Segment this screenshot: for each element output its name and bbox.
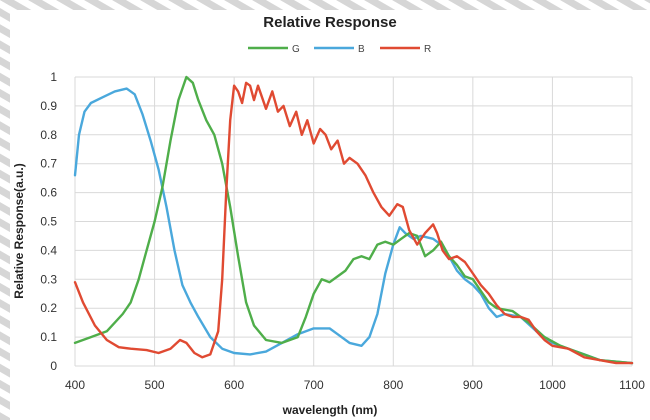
y-tick-label: 0.6: [40, 186, 57, 200]
chart-grid: [74, 76, 633, 367]
legend-label-b: B: [358, 44, 365, 55]
y-tick-label: 1: [50, 70, 57, 84]
x-tick-label: 500: [145, 378, 165, 392]
x-tick-label: 1000: [539, 378, 566, 392]
legend-label-r: R: [424, 44, 431, 55]
series-line-g: [73, 75, 634, 365]
series-line-r: [73, 81, 634, 365]
y-tick-label: 0.3: [40, 272, 57, 286]
y-tick-label: 0: [50, 359, 57, 373]
x-tick-label: 400: [65, 378, 85, 392]
y-tick-label: 0.8: [40, 128, 57, 142]
y-tick-label: 0.4: [40, 243, 57, 257]
x-tick-label: 700: [304, 378, 324, 392]
plot-lines: [73, 75, 634, 365]
y-tick-label: 0.7: [40, 157, 57, 171]
y-axis-title: Relative Response(a.u.): [12, 163, 26, 298]
series-line-b: [73, 87, 634, 365]
x-tick-label: 800: [383, 378, 403, 392]
x-axis-ticks: 400 500 600 700 800 900 1000 1100: [65, 378, 645, 392]
x-axis-title: wavelength (nm): [282, 403, 378, 417]
x-tick-label: 1100: [619, 378, 645, 392]
y-tick-label: 0.9: [40, 99, 57, 113]
y-tick-label: 0.1: [40, 330, 57, 344]
x-tick-label: 900: [463, 378, 483, 392]
chart-title: Relative Response: [263, 14, 396, 31]
y-tick-label: 0.5: [40, 215, 57, 229]
x-tick-label: 600: [224, 378, 244, 392]
y-tick-label: 0.2: [40, 301, 57, 315]
legend-label-g: G: [292, 44, 300, 55]
y-axis-ticks: 0 0.1 0.2 0.3 0.4 0.5 0.6 0.7 0.8 0.9 1: [40, 70, 57, 373]
